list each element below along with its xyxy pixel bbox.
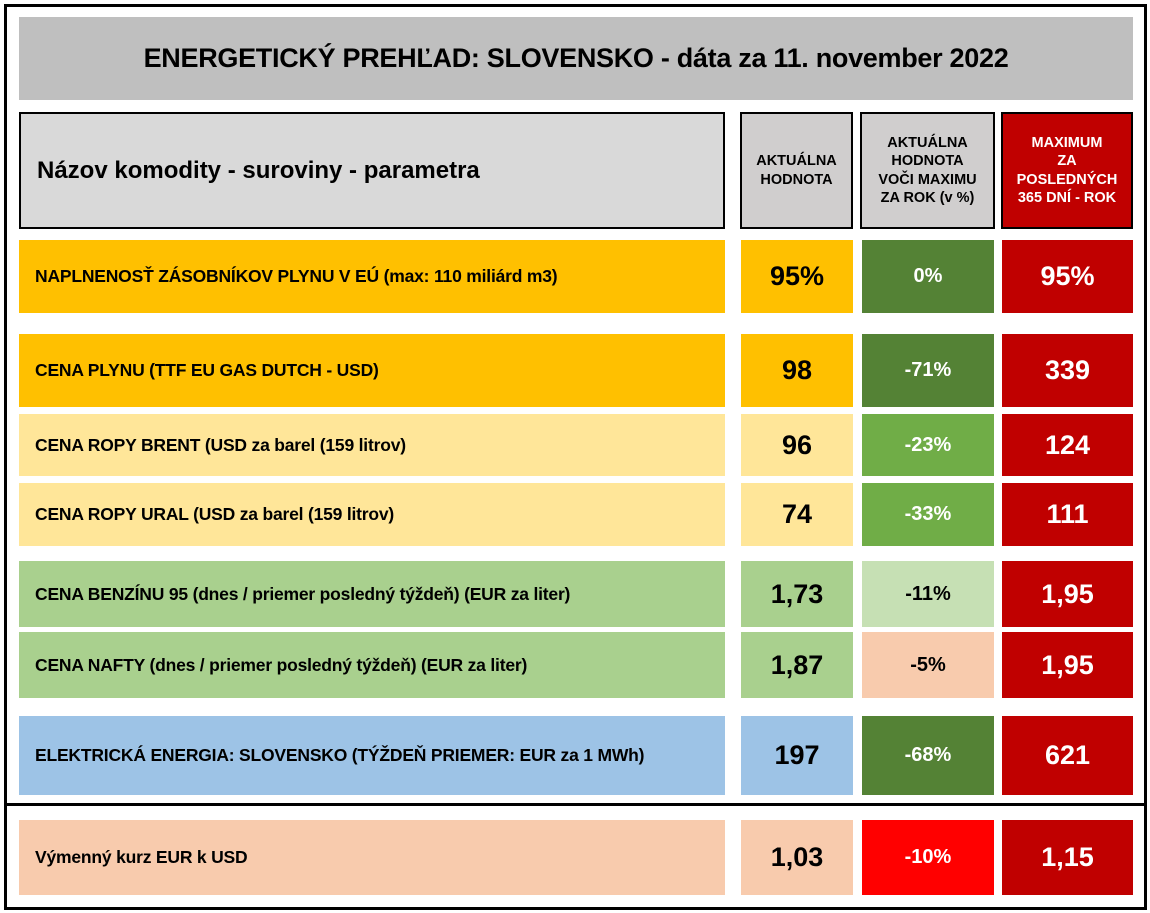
row-current-value: 1,87 <box>741 632 853 698</box>
row-label: CENA ROPY URAL (USD za barel (159 litrov… <box>19 483 725 546</box>
header-vs-max-line: AKTUÁLNA <box>887 135 968 152</box>
row-max: 1,15 <box>1002 820 1133 895</box>
header-max-line: POSLEDNÝCH <box>1016 171 1118 188</box>
row-vs-max: -10% <box>862 820 994 895</box>
row-current-value: 95% <box>741 240 853 313</box>
row-vs-max: -11% <box>862 561 994 627</box>
header-max-line: ZA <box>1057 153 1077 170</box>
row-vs-max: -71% <box>862 334 994 407</box>
row-current-value: 1,73 <box>741 561 853 627</box>
row-label: NAPLNENOSŤ ZÁSOBNÍKOV PLYNU V EÚ (max: 1… <box>19 240 725 313</box>
row-vs-max: -68% <box>862 716 994 795</box>
row-vs-max: -5% <box>862 632 994 698</box>
row-vs-max: 0% <box>862 240 994 313</box>
row-max: 1,95 <box>1002 632 1133 698</box>
row-current-value: 98 <box>741 334 853 407</box>
row-max: 95% <box>1002 240 1133 313</box>
row-max: 111 <box>1002 483 1133 546</box>
header-current-line: HODNOTA <box>760 171 833 188</box>
page-title: ENERGETICKÝ PREHĽAD: SLOVENSKO - dáta za… <box>19 17 1133 100</box>
row-current-value: 74 <box>741 483 853 546</box>
row-vs-max: -23% <box>862 414 994 476</box>
header-max-line: MAXIMUM <box>1031 135 1103 152</box>
row-current-value: 197 <box>741 716 853 795</box>
row-max: 339 <box>1002 334 1133 407</box>
header-label-column: Názov komodity - suroviny - parametra <box>19 112 725 229</box>
row-label: CENA NAFTY (dnes / priemer posledný týžd… <box>19 632 725 698</box>
row-label: ELEKTRICKÁ ENERGIA: SLOVENSKO (TÝŽDEŇ PR… <box>19 716 725 795</box>
row-current-value: 1,03 <box>741 820 853 895</box>
row-label: CENA PLYNU (TTF EU GAS DUTCH - USD) <box>19 334 725 407</box>
row-max: 621 <box>1002 716 1133 795</box>
header-current-line: AKTUÁLNA <box>756 153 837 170</box>
header-vs-max-line: ZA ROK (v %) <box>880 189 975 206</box>
header-vs-max: AKTUÁLNA HODNOTA VOČI MAXIMU ZA ROK (v %… <box>860 112 995 229</box>
row-current-value: 96 <box>741 414 853 476</box>
header-max-365: MAXIMUM ZA POSLEDNÝCH 365 DNÍ - ROK <box>1001 112 1133 229</box>
row-vs-max: -33% <box>862 483 994 546</box>
section-divider <box>4 803 1147 806</box>
row-label: Výmenný kurz EUR k USD <box>19 820 725 895</box>
header-vs-max-line: HODNOTA <box>891 153 964 170</box>
row-max: 1,95 <box>1002 561 1133 627</box>
header-vs-max-line: VOČI MAXIMU <box>878 171 977 188</box>
row-max: 124 <box>1002 414 1133 476</box>
table-frame <box>4 4 1147 910</box>
header-current-value: AKTUÁLNA HODNOTA <box>740 112 853 229</box>
row-label: CENA ROPY BRENT (USD za barel (159 litro… <box>19 414 725 476</box>
row-label: CENA BENZÍNU 95 (dnes / priemer posledný… <box>19 561 725 627</box>
header-max-line: 365 DNÍ - ROK <box>1017 189 1117 206</box>
